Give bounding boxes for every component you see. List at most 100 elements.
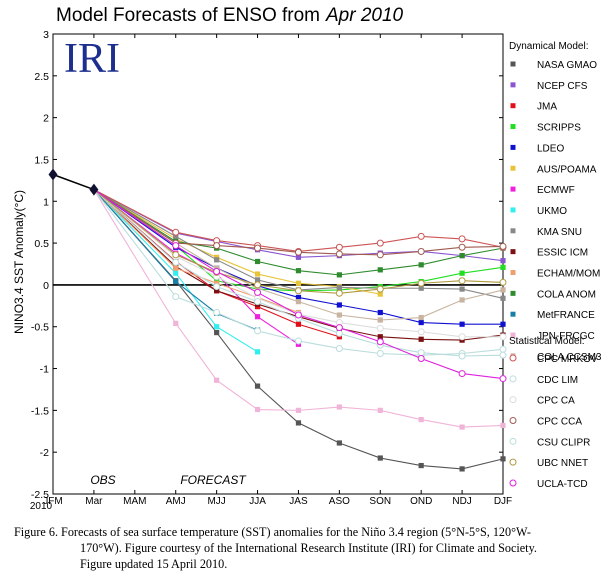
data-point: [458, 277, 466, 285]
data-point: [295, 294, 302, 301]
legend-entry: KMA SNU: [537, 227, 582, 238]
data-point: [500, 456, 506, 462]
legend-marker: [510, 82, 516, 88]
legend-entry: ESSIC ICM: [537, 248, 588, 259]
data-point: [417, 232, 425, 240]
legend-entry: CPC CA: [537, 396, 575, 407]
x-tick-label: Mar: [85, 496, 103, 507]
obs-point: [89, 183, 99, 196]
legend-entry: JMA: [537, 102, 557, 113]
series-ucla-tcd: [93, 189, 507, 383]
data-point: [418, 262, 424, 268]
legend-entry: SCRIPPS: [537, 123, 581, 134]
legend-marker: [509, 375, 517, 383]
x-axis: JFM Mar MAM AMJ MJJ JJA JAS ASO SON OND NDJ DJF: [43, 34, 512, 507]
chart-title: Model Forecasts of ENSO from: [56, 5, 320, 26]
data-point: [294, 248, 302, 256]
y-tick-label: -0.5: [31, 322, 49, 334]
series-line-ukmo: [93, 189, 258, 353]
data-point: [459, 424, 465, 430]
data-point: [458, 370, 466, 378]
x-tick-label: JAS: [289, 496, 308, 507]
data-point: [418, 319, 424, 326]
legend-entry: ECHAM/MOM: [537, 269, 600, 280]
data-point: [335, 344, 343, 352]
data-point: [418, 314, 424, 321]
series-scripps: [93, 189, 506, 294]
data-point: [254, 406, 261, 413]
y-tick-label: -1: [40, 364, 49, 376]
y-axis-label: NINO3.4 SST Anomaly(°C): [12, 190, 26, 334]
data-point: [458, 333, 466, 341]
legend-marker: [509, 416, 517, 424]
series-line-cola-ccsm3: [93, 189, 504, 321]
legend-marker: [510, 186, 516, 192]
data-point: [214, 377, 220, 383]
y-tick-label: 1: [43, 196, 49, 208]
series-jpn-frcgc: [93, 189, 506, 430]
data-point: [336, 272, 342, 278]
data-point: [294, 287, 302, 295]
series-layer: [93, 189, 507, 472]
data-point: [254, 277, 261, 283]
legend-dynamical-title: Dynamical Model:: [509, 41, 588, 52]
series-ubc-nnet: [93, 189, 507, 297]
data-point: [295, 280, 302, 286]
series-line-ncep-cfs: [93, 189, 504, 262]
data-point: [172, 293, 180, 301]
legend-marker: [510, 311, 516, 317]
data-point: [377, 317, 383, 323]
legend-entry: JPN-FRCGC: [537, 331, 595, 342]
data-point: [173, 278, 179, 285]
data-point: [336, 440, 342, 446]
obs-line: [52, 173, 95, 191]
legend-marker: [509, 479, 517, 487]
legend-marker: [510, 144, 516, 150]
data-point: [376, 324, 384, 332]
legend-marker: [510, 165, 516, 171]
data-point: [500, 321, 506, 327]
data-point: [499, 345, 507, 353]
legend-marker: [509, 354, 517, 362]
data-point: [213, 268, 221, 276]
data-point: [376, 338, 384, 346]
x-tick-label: SON: [369, 496, 391, 507]
legend-entry: COLA CCSM3: [537, 352, 602, 363]
legend-marker: [510, 332, 516, 338]
data-point: [254, 288, 262, 296]
data-point: [459, 321, 465, 327]
data-point: [376, 349, 384, 357]
data-point: [500, 287, 506, 293]
series-ecmwf: [93, 189, 302, 347]
data-point: [295, 420, 302, 426]
x-tick-label: JJA: [249, 496, 266, 507]
data-point: [417, 349, 425, 357]
data-point: [499, 351, 507, 359]
y-tick-label: 3: [43, 29, 49, 41]
series-line-cpc-ca: [93, 189, 503, 338]
legend-marker: [509, 458, 517, 466]
data-point: [417, 279, 425, 287]
series-csu-clipr: [93, 189, 507, 360]
data-point: [500, 258, 506, 264]
data-point: [172, 258, 180, 266]
data-point: [376, 285, 384, 293]
data-point: [172, 242, 180, 250]
data-point: [295, 254, 302, 260]
obs-point: [48, 168, 58, 181]
data-point: [254, 298, 262, 306]
legend-entry: CDC LIM: [537, 375, 578, 386]
legend-marker: [509, 437, 517, 445]
series-line-jpn-frcgc: [93, 189, 504, 428]
caption-line-3: Figure updated 15 April 2010.: [80, 557, 228, 571]
data-point: [294, 311, 302, 319]
data-point: [173, 320, 179, 326]
x-tick-label: OND: [410, 496, 432, 507]
legend: Dynamical Model: NASA GMAO NCEP CFS JMA SCRI…: [509, 41, 602, 490]
legend-entry: UKMO: [537, 206, 567, 217]
data-point: [499, 375, 507, 383]
data-point: [336, 302, 342, 308]
data-point: [418, 336, 424, 342]
data-point: [295, 407, 302, 413]
data-point: [213, 283, 221, 291]
